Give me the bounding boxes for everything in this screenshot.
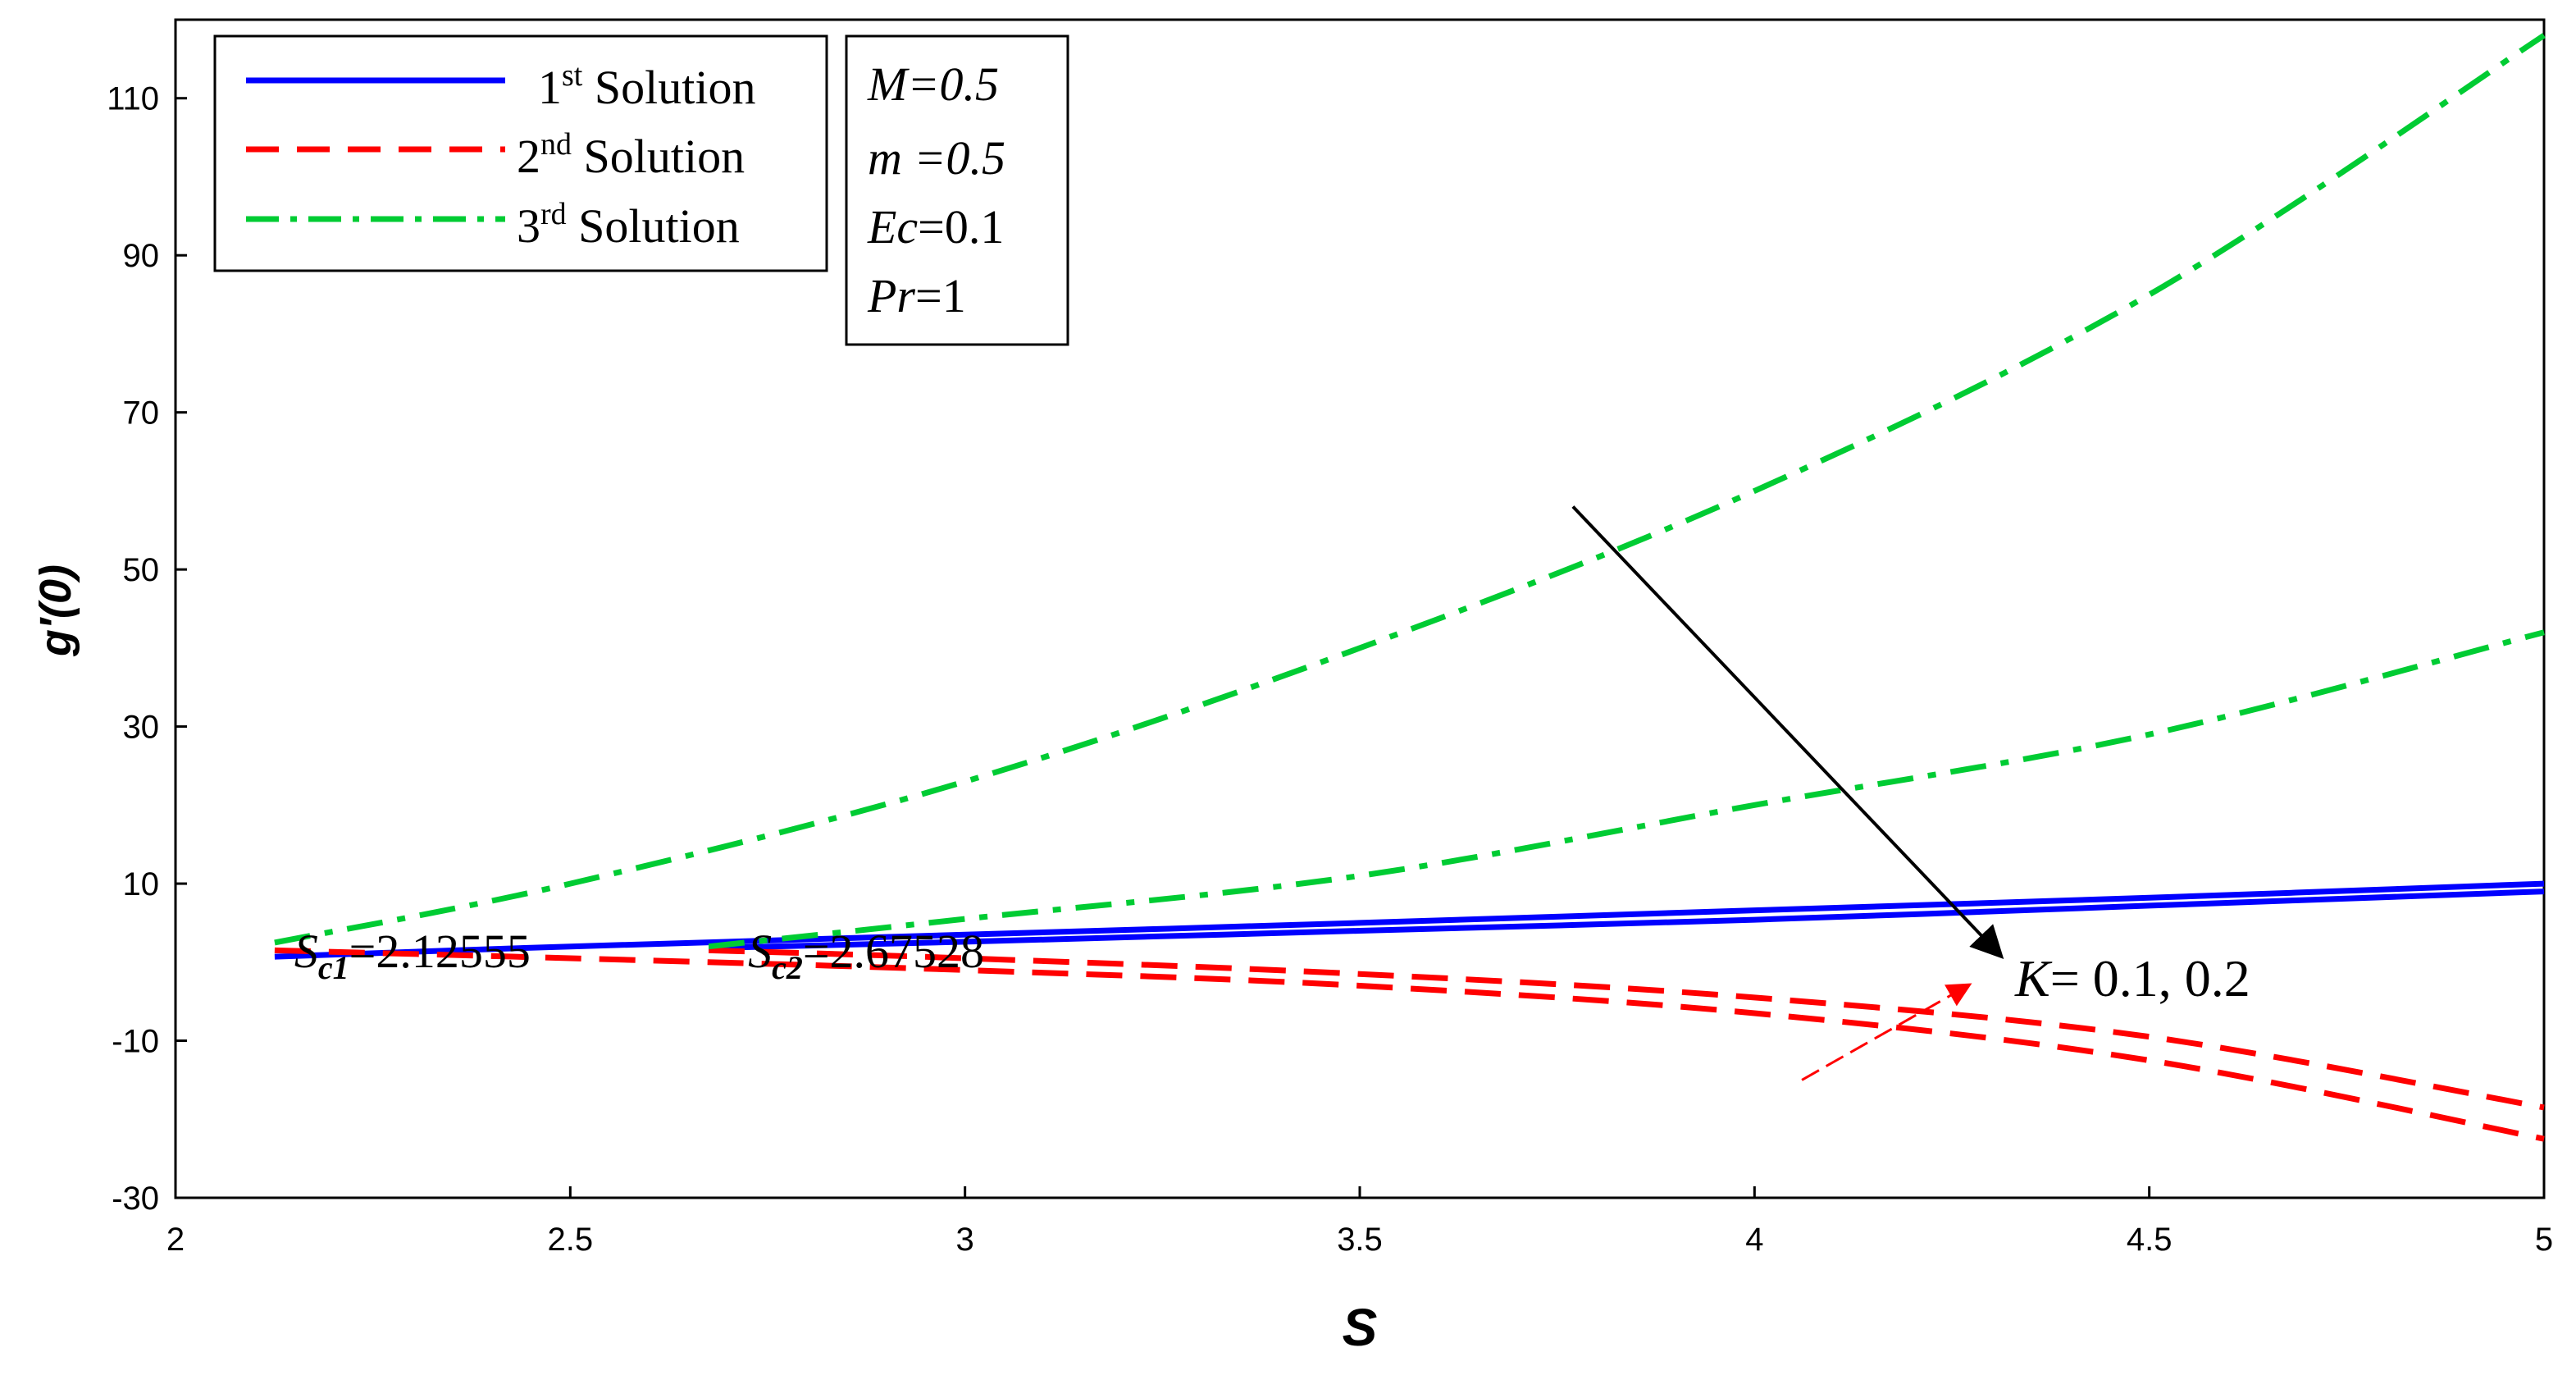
k-parameter-label: K= 0.1, 0.2 bbox=[2014, 949, 2250, 1007]
y-tick-label: -30 bbox=[112, 1181, 159, 1217]
series-line-5 bbox=[274, 33, 2546, 946]
series-layer bbox=[274, 33, 2546, 1142]
sc1-sub: c1 bbox=[318, 949, 349, 986]
annotation-layer: Sc1=2.12555 Sc2=2.67528 K= 0.1, 0.2 bbox=[294, 505, 2250, 1081]
parameter-box-frame bbox=[845, 34, 1069, 346]
sc2-sub: c2 bbox=[772, 949, 803, 986]
legend: 1st Solution 2nd Solution 3rd Solution bbox=[213, 34, 828, 272]
x-axis-title: S bbox=[1343, 1298, 1378, 1357]
axis-ticks: 2 2.5 3 3.5 4 4.5 5 -30 -10 10 30 50 70 90 110 bbox=[107, 81, 2553, 1258]
x-tick-label: 3.5 bbox=[1337, 1222, 1383, 1258]
k-values: = 0.1, 0.2 bbox=[2050, 949, 2250, 1007]
y-tick-label: 70 bbox=[123, 395, 160, 432]
series-line-1 bbox=[274, 880, 2545, 960]
sc2-main: S bbox=[748, 925, 772, 978]
critical-point-label-2: Sc2=2.67528 bbox=[748, 925, 984, 986]
x-tick-label: 2.5 bbox=[548, 1222, 594, 1258]
sc1-value: =2.12555 bbox=[349, 925, 531, 978]
y-tick-label: 50 bbox=[123, 552, 160, 588]
black-arrow bbox=[1571, 505, 2004, 960]
y-tick-label: 90 bbox=[123, 238, 160, 274]
param-ec: Ec=0.1 bbox=[867, 200, 1004, 254]
red-arrow bbox=[1801, 983, 1972, 1081]
legend-label-2: 2nd Solution bbox=[517, 127, 745, 183]
y-axis-title: g′(0) bbox=[31, 564, 80, 657]
x-tick-label: 4.5 bbox=[2127, 1222, 2173, 1258]
k-symbol: K bbox=[2014, 949, 2053, 1007]
x-tick-label: 4 bbox=[1745, 1222, 1763, 1258]
parameter-box: M=0.5 m =0.5 Ec=0.1 Pr=1 bbox=[845, 34, 1069, 346]
series-line-6 bbox=[708, 629, 2545, 950]
sc1-main: S bbox=[294, 925, 318, 978]
y-tick-label: 110 bbox=[107, 81, 159, 117]
y-tick-label: 30 bbox=[123, 710, 160, 746]
param-pr: Pr=1 bbox=[867, 269, 966, 322]
sc2-value: =2.67528 bbox=[803, 925, 984, 978]
critical-point-label-1: Sc1=2.12555 bbox=[294, 925, 531, 986]
x-tick-label: 2 bbox=[166, 1222, 185, 1258]
param-m-upper: M=0.5 bbox=[867, 57, 999, 111]
y-tick-label: -10 bbox=[112, 1024, 159, 1060]
legend-box bbox=[213, 34, 828, 272]
legend-label-1: 1st Solution bbox=[538, 58, 755, 114]
series-line-2 bbox=[709, 888, 2545, 952]
x-tick-label: 5 bbox=[2535, 1222, 2553, 1258]
x-tick-label: 3 bbox=[956, 1222, 974, 1258]
legend-label-3: 3rd Solution bbox=[517, 197, 740, 253]
series-line-3 bbox=[274, 947, 2545, 1142]
y-tick-label: 10 bbox=[123, 866, 160, 902]
param-m-lower: m =0.5 bbox=[868, 131, 1005, 185]
series-line-4 bbox=[708, 947, 2545, 1111]
